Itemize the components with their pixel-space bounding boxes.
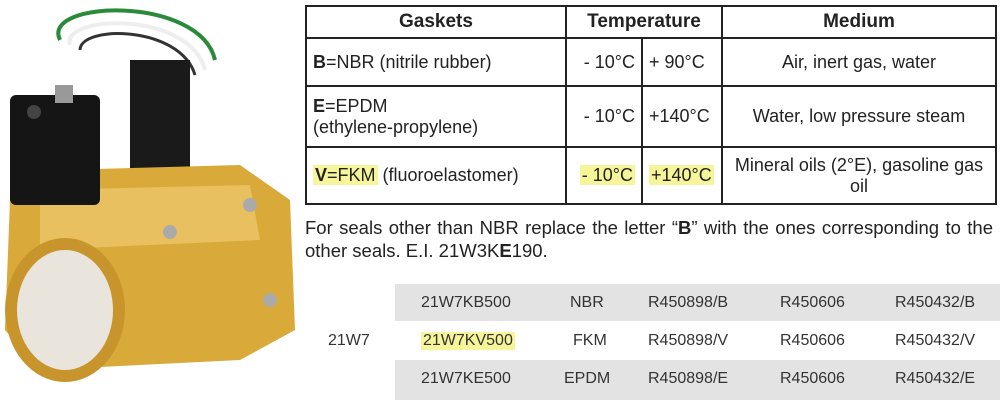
medium-cell: Air, inert gas, water (721, 37, 997, 87)
gasket-table: Gaskets Temperature Medium B=NBR (nitril… (305, 5, 997, 205)
temp-min: - 10°C (579, 165, 635, 185)
temp-min: - 10°C (565, 85, 643, 148)
code-row: 21W7KB500 NBR R450898/B R450606 R450432/B (395, 284, 1000, 321)
header-temperature: Temperature (565, 5, 723, 39)
medium-cell: Water, low pressure steam (721, 85, 997, 148)
table-row: E=EPDM (ethylene-propylene) - 10°C +140°C… (305, 85, 997, 148)
temp-max: +140°C (649, 165, 714, 185)
solenoid-valve-photo (5, 8, 295, 382)
gasket-cell: V=FKM (fluoroelastomer) (305, 146, 567, 205)
table-row: V=FKM (fluoroelastomer) - 10°C +140°C Mi… (305, 146, 997, 205)
header-medium: Medium (721, 5, 997, 39)
gasket-cell: E=EPDM (ethylene-propylene) (305, 85, 567, 148)
seal-note: For seals other than NBR replace the let… (305, 217, 993, 261)
code-row: 21W7KE500 EPDM R450898/E R450606 R450432/E (395, 360, 1000, 400)
code-table: 21W7 21W7KB500 NBR R450898/B R450606 R450432… (300, 284, 1000, 400)
temp-max: + 90°C (641, 37, 723, 87)
temp-min: - 10°C (565, 37, 643, 87)
header-gaskets: Gaskets (305, 5, 567, 39)
table-row: B=NBR (nitrile rubber) - 10°C + 90°C Air… (305, 37, 997, 87)
family-label: 21W7 (328, 332, 370, 349)
header-row: Gaskets Temperature Medium (305, 5, 997, 39)
medium-cell: Mineral oils (2°E), gasoline gas oil (721, 146, 997, 205)
gasket-cell: B=NBR (nitrile rubber) (305, 37, 567, 87)
code-row: 21W7KV500 FKM R450898/V R450606 R450432/V (421, 332, 976, 350)
temp-max: +140°C (641, 85, 723, 148)
